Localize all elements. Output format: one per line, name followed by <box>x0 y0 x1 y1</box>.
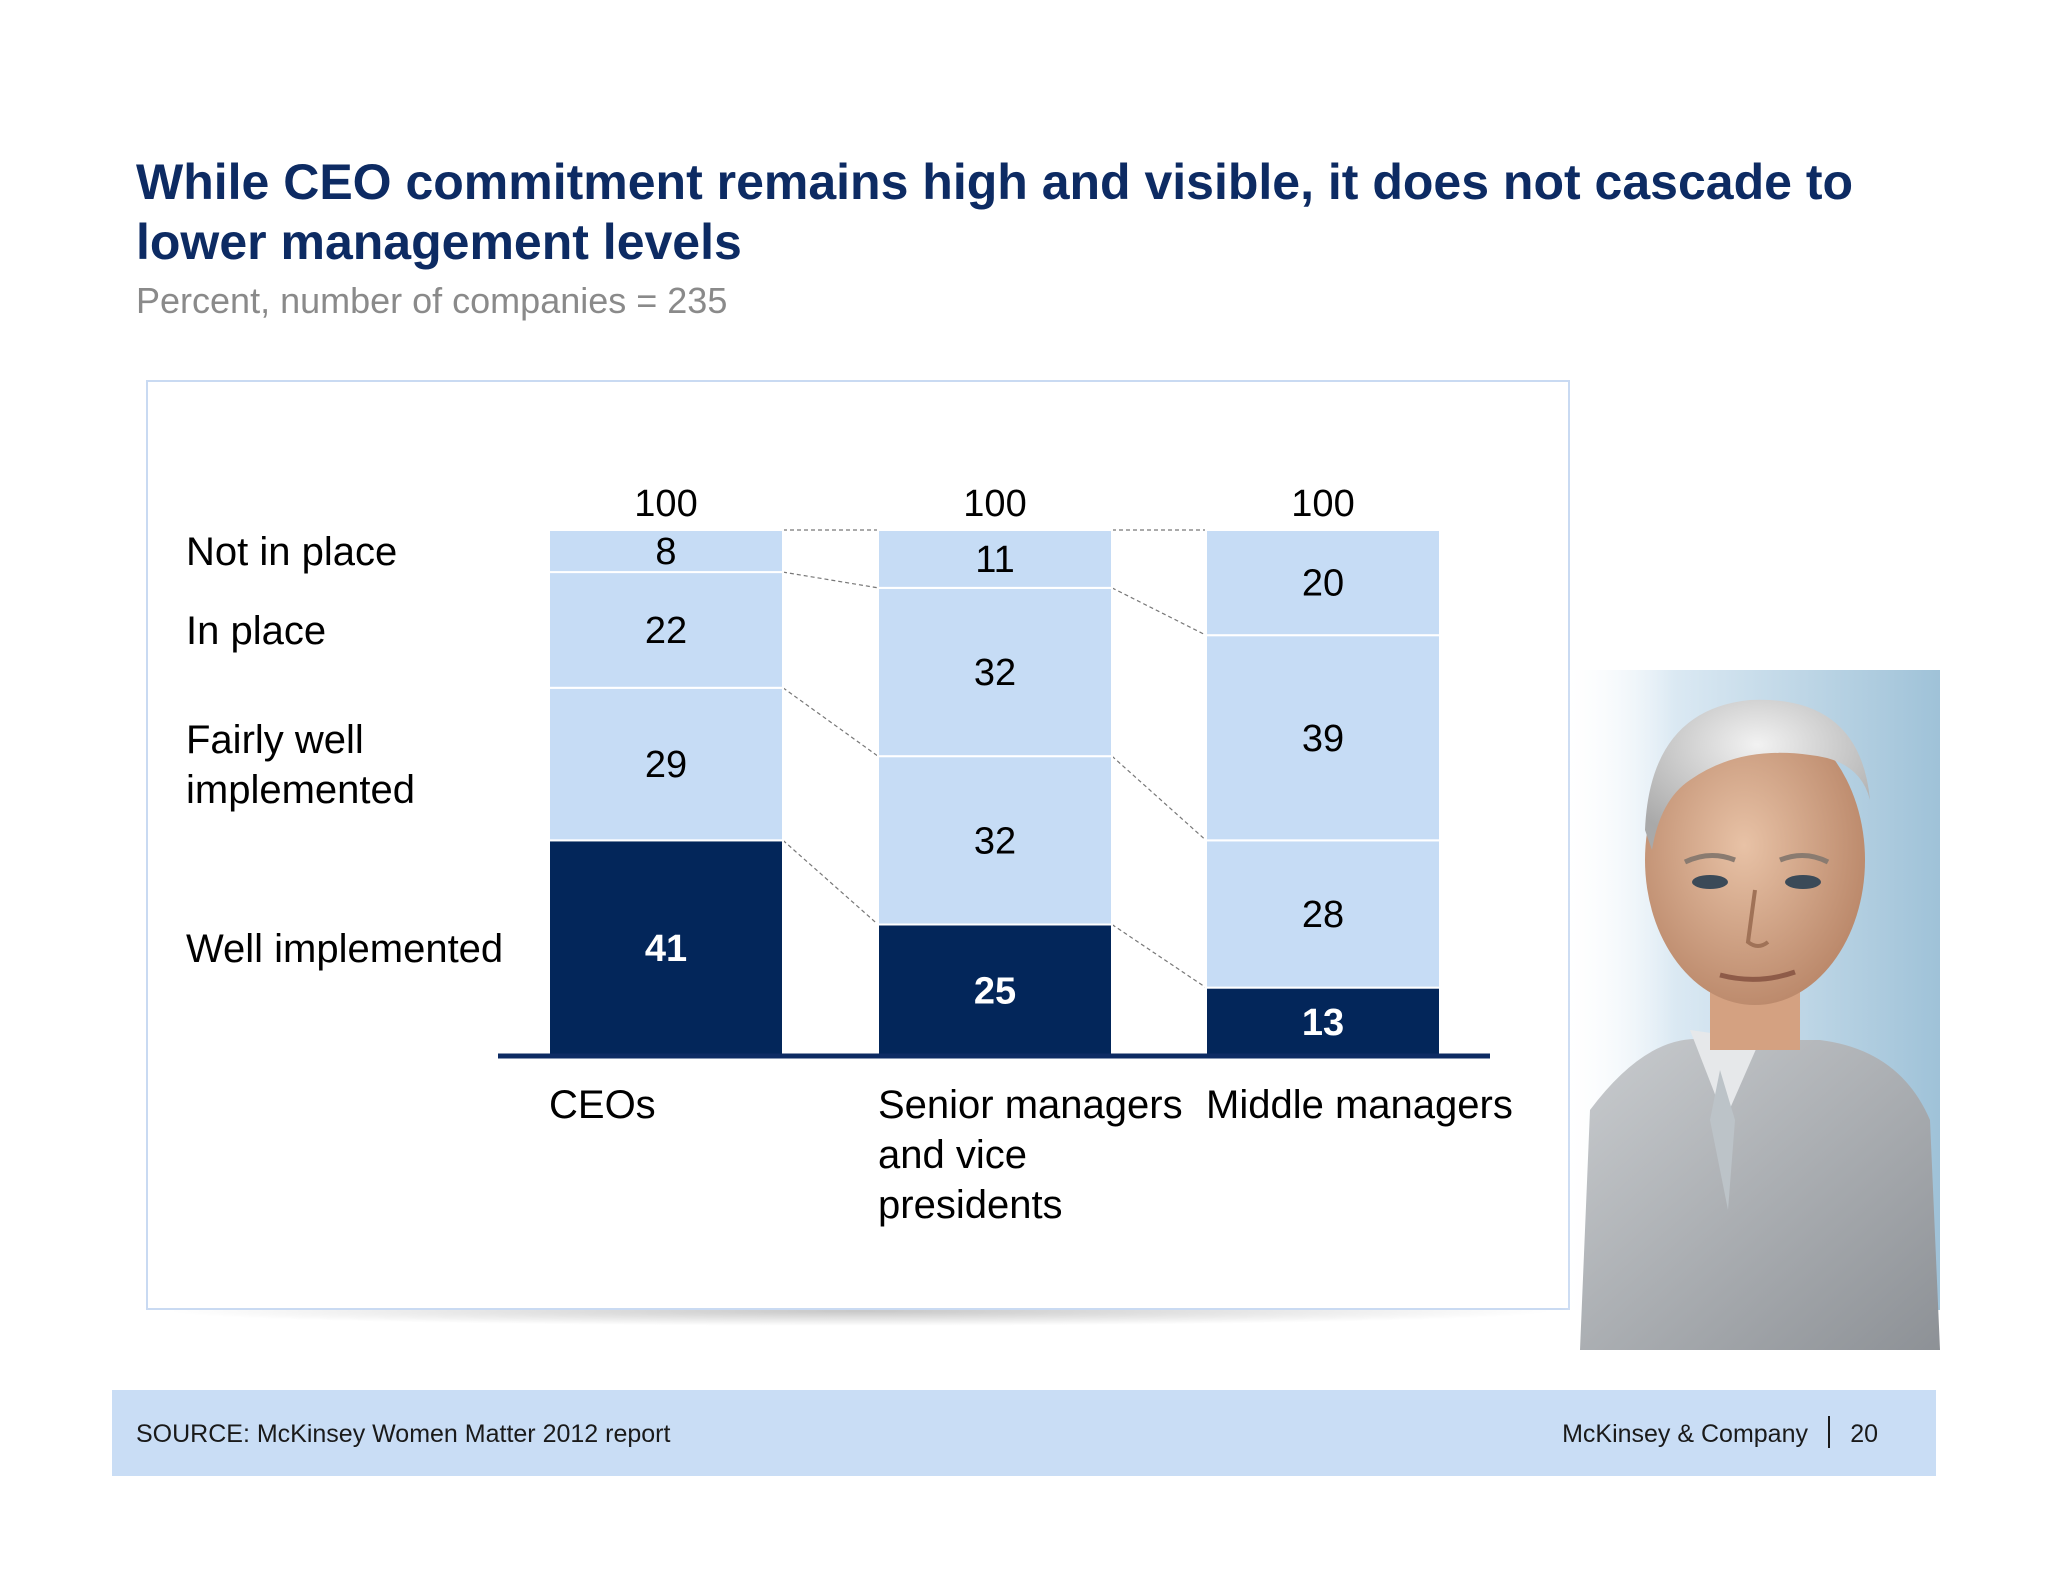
data-label: 32 <box>974 820 1016 862</box>
data-label: 29 <box>645 744 687 786</box>
bar-segment <box>548 529 784 574</box>
executive-photo <box>1560 670 1940 1350</box>
category-label: Middle managers <box>1206 1083 1513 1127</box>
footer-band: SOURCE: McKinsey Women Matter 2012 repor… <box>112 1390 1936 1476</box>
category-label: and vice <box>878 1133 1027 1177</box>
legend-label: Fairly well <box>186 718 364 762</box>
bar-segment <box>1205 529 1441 637</box>
legend-label: Well implemented <box>186 927 503 971</box>
total-label: 100 <box>963 483 1026 525</box>
connector-line <box>1111 587 1207 636</box>
chart-subtitle: Percent, number of companies = 235 <box>136 280 728 321</box>
connector-line <box>782 839 879 925</box>
connector-line <box>1111 924 1207 989</box>
bar-segment <box>877 586 1113 758</box>
connector-line <box>782 571 879 589</box>
legend-label: Not in place <box>186 530 397 574</box>
data-label: 28 <box>1302 894 1344 936</box>
data-label: 22 <box>645 610 687 652</box>
data-label: 20 <box>1302 563 1344 605</box>
data-label: 41 <box>645 928 687 970</box>
connector-line <box>782 687 879 757</box>
total-label: 100 <box>1291 483 1354 525</box>
total-label: 100 <box>634 483 697 525</box>
legend-label: implemented <box>186 768 415 812</box>
data-label: 32 <box>974 652 1016 694</box>
category-label: CEOs <box>549 1083 656 1127</box>
connector-line <box>1111 755 1207 841</box>
data-label: 13 <box>1302 1002 1344 1044</box>
bar-segment <box>877 529 1113 589</box>
bar-segment <box>1205 634 1441 842</box>
slide-title: While CEO commitment remains high and vi… <box>136 154 1854 270</box>
legend-label: In place <box>186 609 326 653</box>
data-label: 25 <box>974 970 1016 1012</box>
data-label: 39 <box>1302 718 1344 760</box>
category-label: Senior managers <box>878 1083 1183 1127</box>
source-note: SOURCE: McKinsey Women Matter 2012 repor… <box>136 1420 671 1448</box>
brand-name: McKinsey & Company <box>1562 1420 1808 1448</box>
bar-segment <box>1205 839 1441 989</box>
category-label: presidents <box>878 1183 1063 1227</box>
data-label: 11 <box>975 539 1014 581</box>
bar-segment <box>877 755 1113 926</box>
page-number: 20 <box>1850 1420 1878 1448</box>
footer-separator <box>1828 1416 1830 1448</box>
data-label: 8 <box>655 531 676 573</box>
